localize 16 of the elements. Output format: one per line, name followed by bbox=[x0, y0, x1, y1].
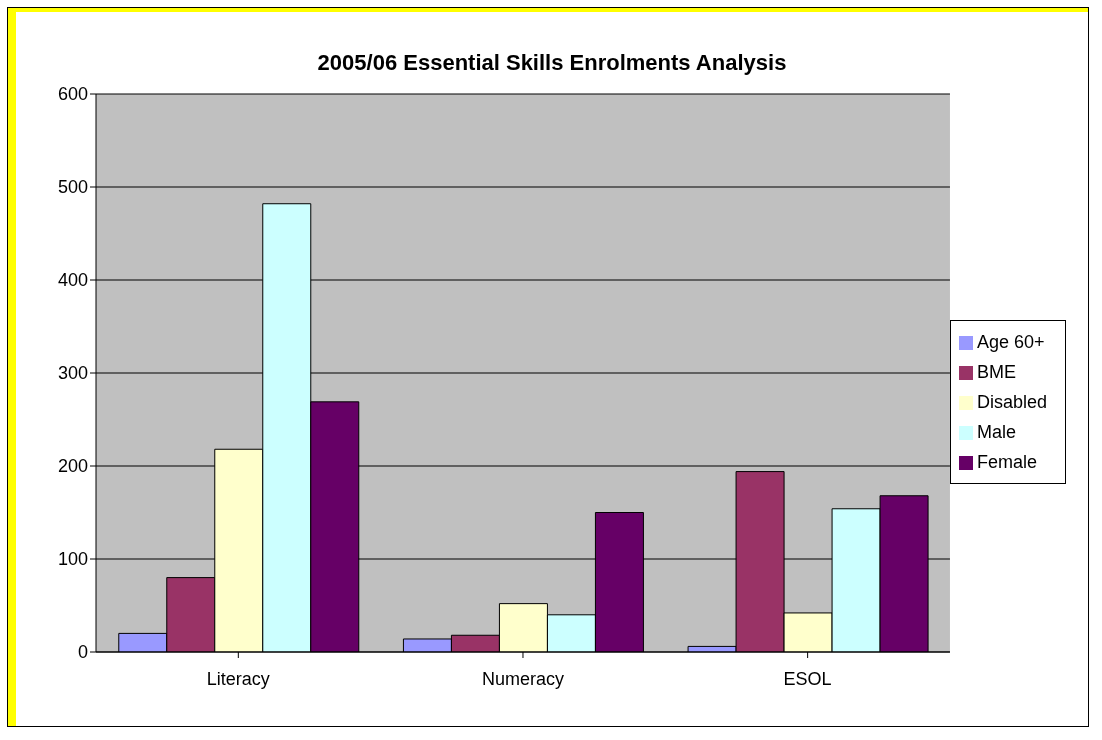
legend-label: Disabled bbox=[976, 392, 1047, 412]
legend-label: Age 60+ bbox=[976, 332, 1045, 352]
legend-label: Male bbox=[976, 422, 1016, 442]
y-tick-label: 300 bbox=[57, 363, 88, 384]
legend-label: BME bbox=[976, 362, 1016, 382]
legend-label: Female bbox=[976, 452, 1037, 472]
y-tick-label: 0 bbox=[77, 642, 88, 663]
y-tick-label: 600 bbox=[57, 84, 88, 105]
x-tick-label: Literacy bbox=[206, 668, 270, 689]
y-tick-label: 400 bbox=[57, 270, 88, 291]
y-tick-label: 500 bbox=[57, 177, 88, 198]
y-tick-label: 100 bbox=[57, 549, 88, 570]
x-tick-label: Numeracy bbox=[481, 668, 564, 689]
chart-title: 2005/06 Essential Skills Enrolments Analysis bbox=[316, 49, 788, 77]
x-tick-label: ESOL bbox=[783, 668, 832, 689]
y-tick-label: 200 bbox=[57, 456, 88, 477]
